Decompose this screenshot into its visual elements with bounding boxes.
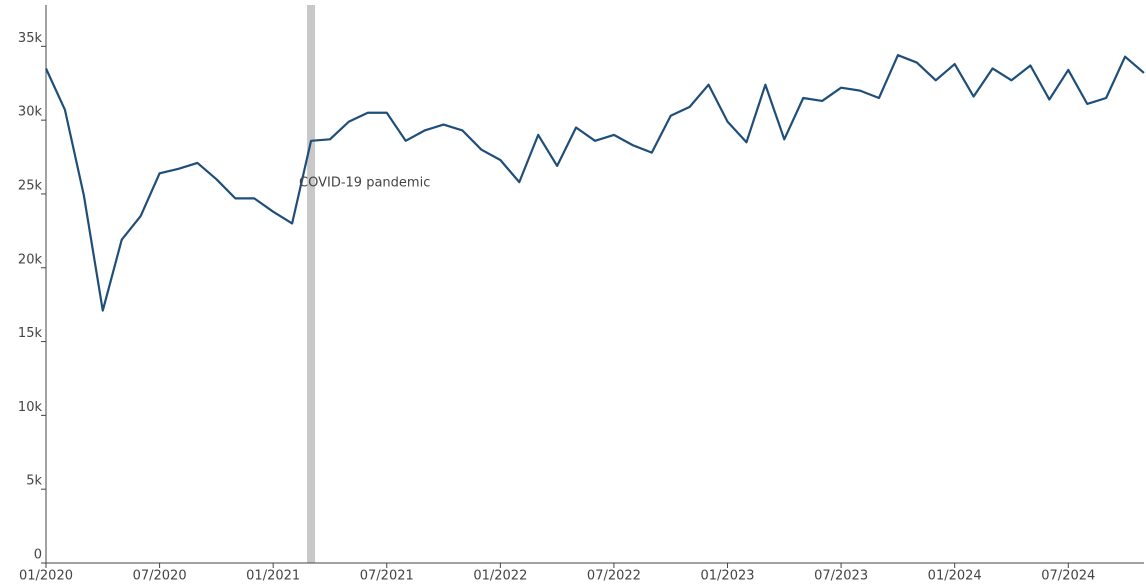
x-tick-label: 01/2022 [473,569,527,584]
annotation-band [307,5,316,563]
x-tick-label: 01/2020 [19,569,73,584]
y-tick-label: 5k [26,474,42,489]
x-tick-label: 07/2021 [360,569,414,584]
y-tick-label: 35k [18,31,43,46]
y-tick-label: 0 [34,548,42,563]
x-tick-label: 07/2020 [133,569,187,584]
y-tick-label: 30k [18,105,43,120]
x-tick-label: 07/2023 [814,569,868,584]
x-tick-label: 07/2024 [1041,569,1095,584]
annotation-label: COVID-19 pandemic [299,176,430,191]
y-tick-label: 20k [18,252,43,267]
y-tick-label: 15k [18,326,43,341]
x-tick-label: 01/2021 [246,569,300,584]
line-series [44,54,1145,312]
y-tick-label: 10k [18,400,43,415]
x-tick-label: 01/2023 [701,569,755,584]
y-tick-label: 25k [18,178,43,193]
x-tick-label: 01/2024 [928,569,982,584]
x-tick-label: 07/2022 [587,569,641,584]
